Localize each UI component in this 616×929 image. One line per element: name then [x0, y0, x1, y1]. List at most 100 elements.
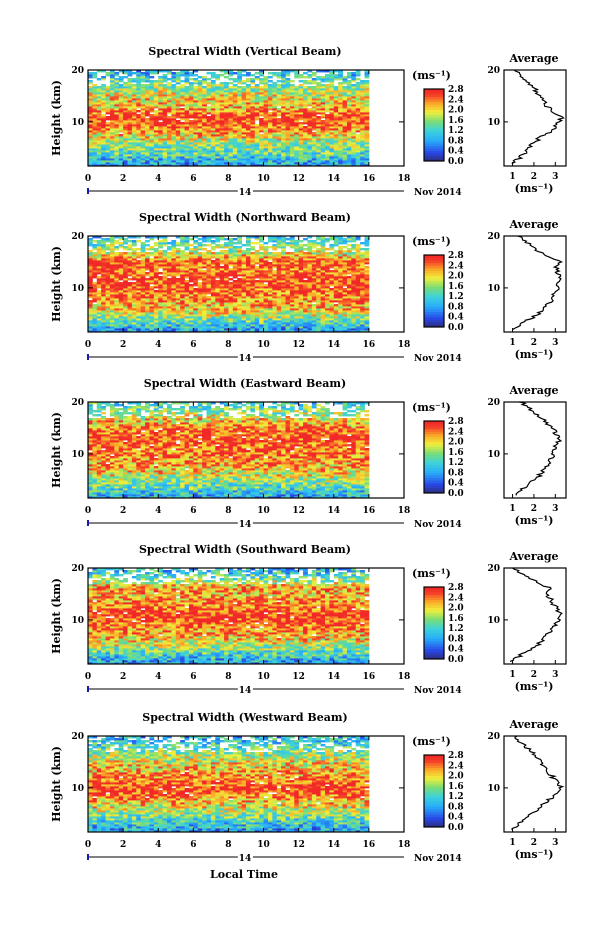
- heatmap-cell: [215, 114, 221, 117]
- heatmap-cell: [228, 116, 234, 119]
- heatmap-cell: [360, 120, 365, 123]
- heatmap-cell: [162, 112, 168, 115]
- heatmap-cell: [298, 114, 304, 117]
- heatmap-cell: [215, 84, 221, 87]
- heatmap-cell: [92, 156, 98, 159]
- heatmap-cell: [158, 276, 164, 279]
- heatmap-cell: [188, 144, 194, 147]
- heatmap-cell: [241, 130, 247, 133]
- heatmap-cell: [303, 138, 308, 141]
- colorbar-tick-label: 2.8: [448, 85, 464, 95]
- height-ylabel: Height (km): [50, 80, 63, 156]
- heatmap-cell: [184, 120, 190, 123]
- heatmap-cell: [105, 118, 111, 121]
- heatmap-cell: [140, 146, 146, 149]
- heatmap-cell: [298, 142, 304, 145]
- heatmap-cell: [338, 128, 343, 131]
- heatmap-cell: [351, 122, 357, 125]
- heatmap-cell: [180, 128, 185, 131]
- heatmap-cell: [188, 124, 194, 127]
- heatmap-cell: [307, 130, 313, 133]
- heatmap-cell: [325, 140, 330, 143]
- heatmap-cell: [140, 122, 146, 125]
- heatmap-cell: [215, 130, 221, 133]
- heatmap-cell: [254, 136, 260, 139]
- heatmap-cell: [131, 114, 137, 117]
- heatmap-cell: [127, 162, 133, 165]
- heatmap-cell: [281, 124, 286, 127]
- heatmap-cell: [158, 76, 164, 79]
- heatmap-cell: [360, 160, 365, 163]
- heatmap-cell: [140, 116, 146, 119]
- heatmap-cell: [267, 136, 273, 139]
- heatmap-cell: [250, 154, 256, 157]
- heatmap-cell: [167, 134, 172, 137]
- heatmap-cell: [232, 72, 238, 75]
- heatmap-cell: [210, 146, 216, 149]
- heatmap-cell: [175, 124, 181, 127]
- heatmap-cell: [96, 150, 102, 153]
- heatmap-cell: [294, 116, 300, 119]
- heatmap-cell: [131, 148, 137, 151]
- heatmap-cell: [175, 126, 181, 129]
- heatmap-cell: [254, 132, 260, 135]
- heatmap-cell: [88, 140, 93, 143]
- heatmap-cell: [96, 290, 102, 293]
- heatmap-cell: [285, 124, 291, 127]
- heatmap-cell: [281, 156, 286, 159]
- heatmap-cell: [355, 134, 361, 137]
- heatmap-cell: [289, 162, 295, 165]
- heatmap-cell: [254, 142, 260, 145]
- heatmap-cell: [338, 136, 343, 139]
- heatmap-cell: [162, 144, 168, 147]
- heatmap-cell: [118, 136, 124, 139]
- heatmap-cell: [342, 156, 348, 159]
- heatmap-cell: [355, 128, 361, 131]
- heatmap-cell: [96, 142, 102, 145]
- heatmap-cell: [131, 162, 137, 165]
- heatmap-cell: [167, 116, 172, 119]
- heatmap-cell: [250, 144, 256, 147]
- heatmap-cell: [246, 144, 251, 147]
- heatmap-cell: [88, 152, 93, 155]
- heatmap-cell: [263, 164, 269, 167]
- heatmap-cell: [136, 154, 142, 157]
- heatmap-cell: [320, 134, 326, 137]
- heatmap-cell: [123, 114, 128, 117]
- colorbar-segment: [424, 153, 444, 157]
- heatmap-cell: [346, 154, 352, 157]
- heatmap-cell: [180, 84, 185, 87]
- heatmap-cell: [180, 130, 185, 133]
- heatmap-cell: [118, 150, 124, 153]
- heatmap-cell: [254, 154, 260, 157]
- heatmap-cell: [333, 146, 339, 149]
- heatmap-cell: [329, 138, 335, 141]
- heatmap-cell: [307, 156, 313, 159]
- heatmap-cell: [158, 158, 164, 161]
- heatmap-cell: [127, 136, 133, 139]
- heatmap-cell: [307, 114, 313, 117]
- heatmap-cell: [316, 122, 322, 125]
- heatmap-cell: [351, 128, 357, 131]
- heatmap-cell: [338, 156, 343, 159]
- heatmap-cell: [281, 122, 286, 125]
- heatmap-cell: [149, 134, 155, 137]
- heatmap-cell: [206, 164, 212, 167]
- heatmap-cell: [338, 138, 343, 141]
- heatmap-cell: [202, 142, 207, 145]
- heatmap-cell: [276, 164, 282, 167]
- heatmap-cell: [118, 282, 124, 285]
- heatmap-cell: [175, 138, 181, 141]
- heatmap-cell: [346, 132, 352, 135]
- heatmap-cell: [127, 132, 133, 135]
- colorbar-segment: [424, 140, 444, 144]
- heatmap-cell: [105, 162, 111, 165]
- heatmap-cell: [96, 134, 102, 137]
- heatmap-cell: [360, 152, 365, 155]
- heatmap-cell: [101, 124, 106, 127]
- heatmap-cell: [267, 144, 273, 147]
- heatmap-cell: [311, 144, 317, 147]
- heatmap-cell: [92, 154, 98, 157]
- heatmap-cell: [193, 158, 199, 161]
- heatmap-cell: [263, 284, 269, 287]
